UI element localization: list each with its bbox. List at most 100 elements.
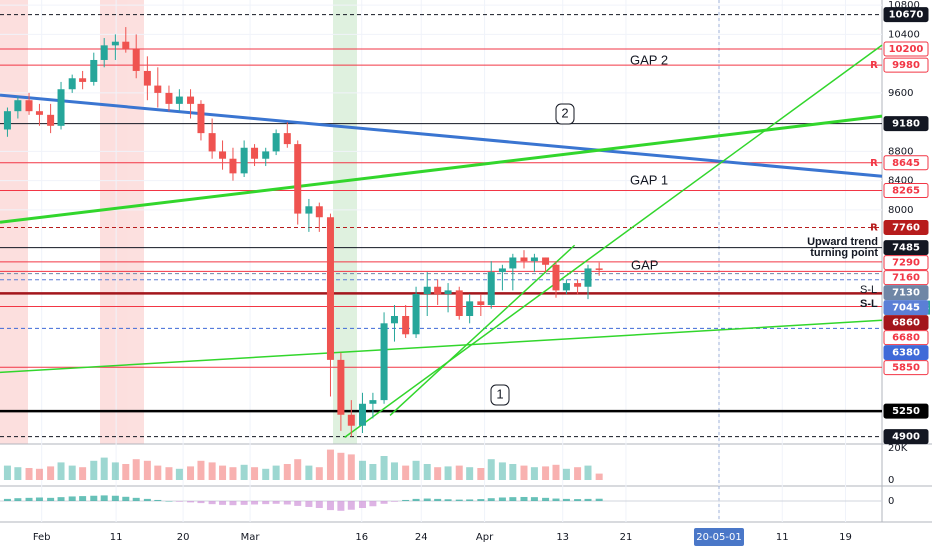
macd-bar — [197, 501, 205, 504]
candle-body — [294, 144, 302, 214]
candle-body — [542, 257, 550, 265]
annotation: 2 — [561, 105, 568, 120]
price-label: 8265 — [892, 186, 920, 197]
volume-bar — [68, 465, 76, 480]
price-label-box — [883, 330, 929, 346]
candle-body — [283, 133, 291, 145]
x-tick-label: 11 — [776, 532, 789, 543]
grid — [0, 0, 882, 522]
volume-bar — [35, 468, 43, 480]
volume-bar — [305, 465, 313, 480]
macd-bar — [455, 499, 463, 501]
candle-body — [90, 59, 98, 82]
price-label: 7485 — [892, 243, 920, 254]
macd-bar — [477, 499, 485, 501]
volume-bar — [240, 464, 248, 480]
volume-bar — [219, 465, 227, 480]
volume-bar — [57, 462, 65, 480]
price-label: 5250 — [892, 406, 920, 417]
candle-body — [143, 70, 151, 86]
trendlines — [0, 44, 883, 439]
macd-bar — [402, 499, 410, 501]
trendline — [0, 93, 883, 178]
volume-bar — [552, 464, 560, 480]
volume-bar — [574, 467, 582, 480]
volume-bar — [466, 467, 474, 480]
candle-body — [132, 49, 140, 71]
price-label: 7160 — [892, 273, 920, 284]
volume-bar — [3, 465, 11, 480]
annotation: S-L — [860, 298, 878, 310]
level-mark: R — [870, 60, 878, 71]
candle-body — [487, 272, 495, 306]
price-label-box — [883, 7, 929, 23]
x-tick-label: 16 — [355, 532, 368, 543]
candle-body — [3, 111, 11, 130]
volume-bar — [132, 459, 140, 480]
volume-bar — [402, 465, 410, 480]
volume-bar — [122, 464, 130, 480]
candle-body — [219, 151, 227, 159]
volume-bar — [208, 462, 216, 480]
macd-bar — [25, 497, 33, 501]
price-label-box — [883, 57, 929, 73]
macd-bar — [595, 498, 603, 501]
volume-bar — [358, 460, 366, 480]
annotation: Upward trend — [807, 236, 878, 248]
candle-body — [434, 286, 442, 295]
candle-body — [584, 268, 592, 287]
macd-bar — [444, 499, 452, 501]
volume-bar — [165, 467, 173, 480]
lower-panes — [0, 449, 882, 511]
volume-bar — [337, 452, 345, 480]
price-label: 5850 — [892, 363, 920, 374]
price-label: 10670 — [889, 10, 924, 21]
macd-bar — [79, 496, 87, 501]
volume-bar — [90, 460, 98, 480]
candle-body — [315, 206, 323, 218]
volume-bar — [595, 473, 603, 480]
candle-body — [358, 403, 366, 426]
x-tick-label: Feb — [33, 532, 51, 543]
candle-body — [509, 257, 517, 269]
candle-body — [530, 257, 538, 262]
x-tick-label: 21 — [620, 532, 633, 543]
candle-body — [187, 96, 195, 104]
volume-bar — [154, 465, 162, 480]
price-label: 4900 — [892, 432, 920, 443]
candle-body — [305, 206, 313, 214]
volume-bar — [175, 468, 183, 480]
x-tick-label: Apr — [476, 532, 494, 543]
macd-bar — [562, 498, 570, 501]
macd-bar — [68, 496, 76, 501]
macd-bar — [358, 501, 366, 508]
macd-bar — [3, 498, 11, 501]
macd-bar — [530, 497, 538, 501]
macd-bar — [294, 501, 302, 506]
volume-bar — [487, 459, 495, 480]
candle-body — [122, 41, 130, 50]
price-label: 10200 — [889, 44, 924, 55]
volume-bar — [347, 454, 355, 480]
price-label-box — [883, 41, 929, 57]
price-label: 7290 — [892, 258, 920, 269]
macd-bar — [14, 498, 22, 501]
macd-bar — [584, 498, 592, 501]
y-tick-label: 8400 — [888, 176, 913, 187]
price-label-box — [883, 300, 929, 316]
volume-bar — [25, 468, 33, 480]
candle-body — [154, 85, 162, 93]
y-tick-label: 8800 — [888, 146, 913, 157]
macd-bar — [57, 497, 65, 501]
candle-body — [79, 78, 87, 82]
candle-body — [390, 315, 398, 324]
price-label: 6860 — [892, 318, 920, 329]
candle-body — [380, 323, 388, 401]
x-tick-label: 24 — [415, 532, 428, 543]
volume-bar — [542, 466, 550, 480]
volume-bar — [477, 468, 485, 480]
macd-bar — [251, 501, 259, 505]
